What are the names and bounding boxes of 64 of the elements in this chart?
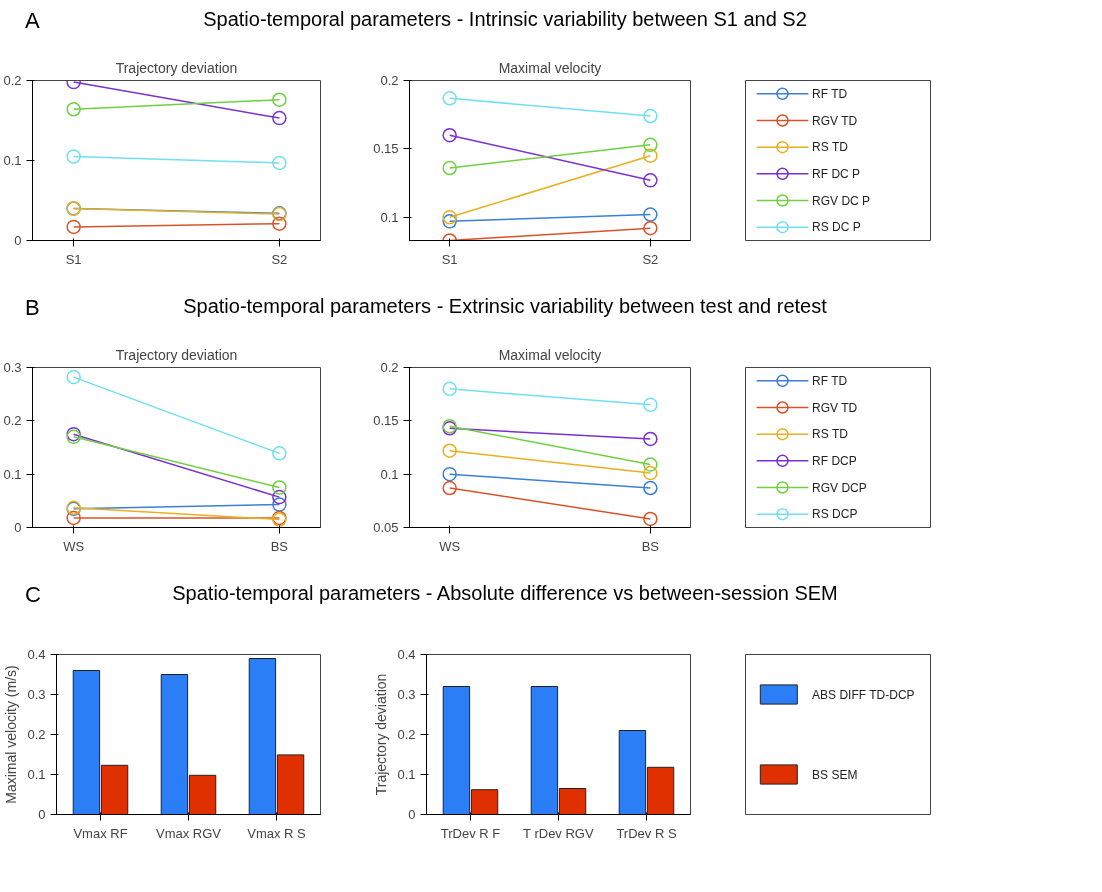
y-tick-label: 0 [14,233,22,248]
legend-label: RGV DC P [812,193,871,208]
y-tick-label: 0.3 [397,687,416,702]
x-tick-label: Vmax RGV [155,825,222,841]
y-tick-label: 0.3 [3,360,22,375]
legend-label: RGV TD [812,113,858,128]
y-tick-label: 0.1 [380,209,399,225]
x-tick-label: S2 [642,251,659,267]
y-tick-label: 0 [408,807,416,822]
y-tick-label: 0.2 [397,727,416,742]
y-tick-label: 0.15 [373,141,399,157]
y-tick-label: 0 [38,807,46,822]
y-tick-label: 0.2 [3,413,22,429]
y-tick-label: 0.1 [397,767,416,782]
x-tick-label: TrDev R F [440,825,501,841]
legend-label: RS TD [812,427,849,442]
legend-label: RF DCP [812,453,857,468]
y-tick-label: 0.1 [27,767,46,782]
legend-label: RGV TD [812,400,858,415]
legend-label: RF DC P [812,166,861,181]
chart-title: Maximal velocity [498,346,602,363]
x-tick-label: BS [641,538,660,554]
y-tick-label: 0.1 [3,466,22,482]
text: A [25,7,40,35]
x-tick-label: S1 [441,251,458,267]
y-tick-label: 0.1 [3,153,22,168]
y-tick-label: 0.4 [397,647,416,662]
x-tick-label: S1 [65,251,82,267]
x-tick-label: TrDev R S [616,825,677,841]
y-tick-label: 0.3 [27,687,46,702]
legend-label: RGV DCP [812,480,867,495]
text: C [25,581,41,609]
legend-label: RF TD [812,86,848,101]
y-tick-label: 0.2 [380,360,399,375]
legend-label: BS SEM [812,767,858,782]
y-axis-title: Maximal velocity (m/s) [3,665,20,804]
y-tick-label: 0.2 [27,727,46,742]
text: Spatio-temporal parameters - Extrinsic variability between test and retest [183,295,827,317]
chart-title: Trajectory deviation [115,346,238,363]
x-tick-label: Vmax R S [247,825,307,841]
x-tick-label: WS [63,538,85,554]
y-tick-label: 0.1 [380,466,399,482]
legend-label: RF TD [812,373,848,388]
text: B [25,294,40,322]
x-tick-label: T rDev RGV [523,825,594,841]
y-tick-label: 0.2 [380,73,399,88]
legend-label: RS DC P [812,220,861,235]
text: Spatio-temporal parameters - Intrinsic variability between S1 and S2 [203,8,807,30]
y-tick-label: 0 [14,520,22,535]
x-tick-label: S2 [271,251,288,267]
y-axis-title: Trajectory deviation [373,673,390,796]
x-tick-label: Vmax RF [73,825,128,841]
legend-label: RS TD [812,140,849,155]
legend-label: ABS DIFF TD-DCP [812,687,915,702]
x-tick-label: WS [439,538,461,554]
text: Spatio-temporal parameters - Absolute difference vs between-session SEM [172,582,838,604]
legend-label: RS DCP [812,507,858,522]
y-tick-label: 0.2 [3,73,22,88]
y-tick-label: 0.05 [373,520,399,535]
y-tick-label: 0.15 [373,413,399,429]
chart-title: Maximal velocity [498,59,602,76]
chart-title: Trajectory deviation [115,59,238,76]
x-tick-label: BS [270,538,289,554]
y-tick-label: 0.4 [27,647,46,662]
